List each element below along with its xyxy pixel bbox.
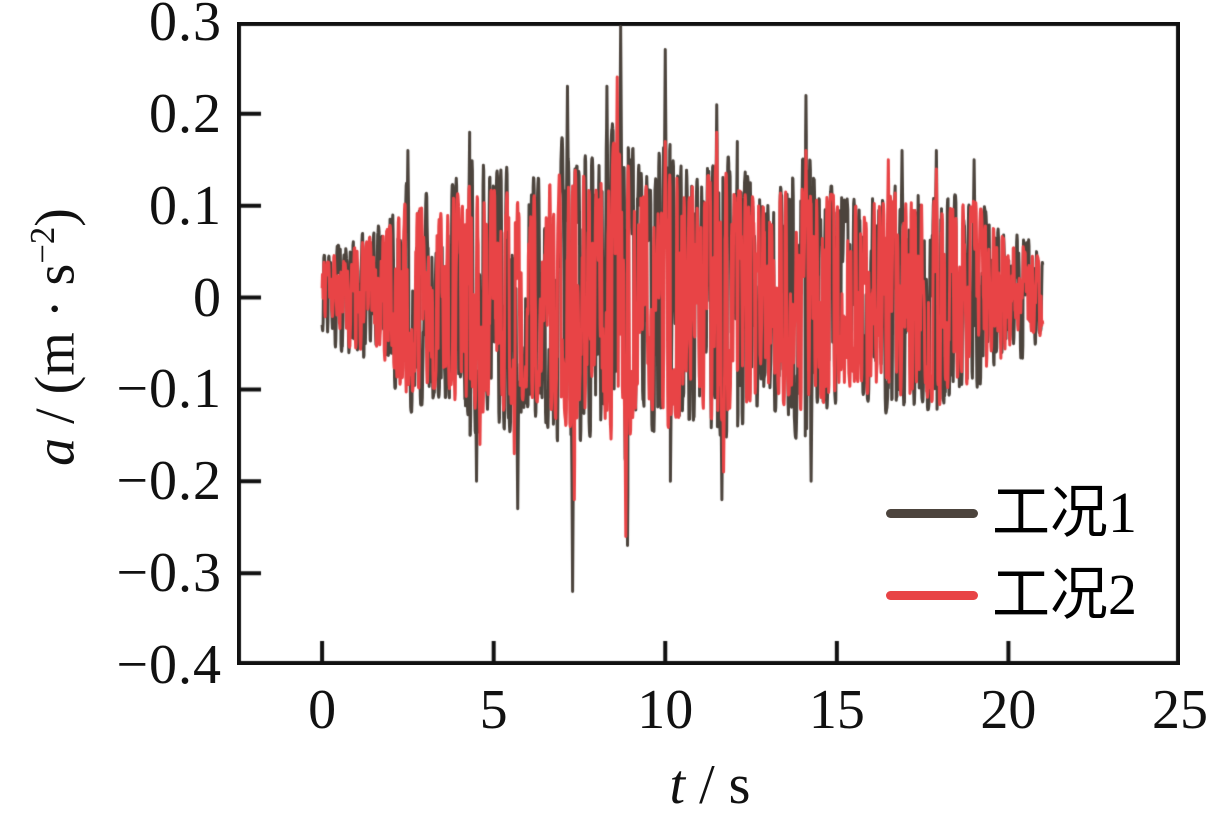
y-tick-label: −0.4 <box>116 634 222 696</box>
x-tick-label: 10 <box>637 679 694 741</box>
legend-label-series2: 工况2 <box>992 562 1138 627</box>
x-tick-label: 15 <box>808 679 865 741</box>
y-tick-label: −0.1 <box>116 358 222 421</box>
y-tick-label: 0.2 <box>149 82 222 145</box>
legend: 工况1 工况2 <box>886 478 1137 642</box>
legend-entry-series1: 工况1 <box>886 478 1137 548</box>
x-tick-label: 25 <box>1152 679 1208 741</box>
x-axis-label: t / s <box>560 752 860 816</box>
y-tick-label: 0 <box>193 266 222 329</box>
x-axis-variable: t <box>669 754 686 816</box>
x-tick-label: 5 <box>479 679 508 741</box>
legend-line-series2 <box>886 590 978 600</box>
x-tick-label: 20 <box>980 679 1037 741</box>
y-tick-label: 0.1 <box>149 174 222 237</box>
legend-entry-series2: 工况2 <box>886 560 1137 630</box>
y-tick-label: −0.3 <box>116 542 222 605</box>
y-tick-label: −0.2 <box>116 450 222 513</box>
x-tick-label: 0 <box>308 679 337 741</box>
legend-line-series1 <box>886 508 978 518</box>
x-axis-units: / s <box>685 754 751 816</box>
y-tick-label: 0.3 <box>149 0 222 53</box>
legend-label-series1: 工况1 <box>992 480 1138 545</box>
waveform-plot <box>237 22 1180 665</box>
